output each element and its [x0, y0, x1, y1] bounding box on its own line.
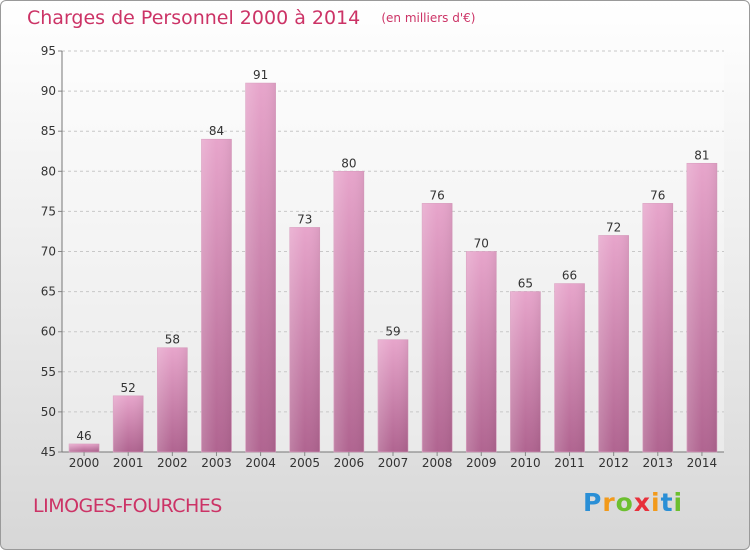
- logo-letter: i: [651, 488, 661, 517]
- bar-sheen: [378, 339, 408, 452]
- bar-sheen: [510, 291, 541, 452]
- bar-sheen: [422, 203, 453, 452]
- bar-sheen: [289, 227, 320, 452]
- x-tick-label: 2009: [466, 456, 497, 470]
- commune-name: LIMOGES-FOURCHES: [33, 495, 222, 517]
- x-tick-label: 2012: [598, 456, 629, 470]
- bar-value-label: 58: [165, 333, 180, 347]
- logo-letter: t: [660, 488, 674, 517]
- x-tick-label: 2014: [687, 456, 718, 470]
- bar-sheen: [598, 235, 629, 452]
- logo-letter: r: [602, 488, 616, 517]
- y-tick-label: 85: [41, 124, 56, 138]
- x-tick-label: 2002: [157, 456, 188, 470]
- bar-value-label: 80: [341, 156, 356, 170]
- bar-sheen: [245, 83, 276, 452]
- bar-value-label: 70: [474, 237, 489, 251]
- unit-note: (en milliers d'€): [381, 11, 476, 25]
- y-tick-label: 55: [41, 365, 56, 379]
- y-tick-label: 45: [41, 445, 56, 459]
- bar-sheen: [686, 163, 717, 452]
- x-tick-label: 2011: [554, 456, 585, 470]
- chart-title: Charges de Personnel 2000 à 2014: [27, 7, 361, 29]
- y-tick-label: 90: [41, 84, 56, 98]
- logo-letter: x: [633, 488, 651, 517]
- x-tick-label: 2007: [378, 456, 409, 470]
- bar-value-label: 76: [429, 188, 444, 202]
- bar-value-label: 73: [297, 212, 312, 226]
- bar-value-label: 81: [694, 148, 709, 162]
- bar-sheen: [157, 347, 188, 452]
- x-tick-label: 2010: [510, 456, 541, 470]
- bar-value-label: 66: [562, 269, 577, 283]
- bar-sheen: [333, 171, 364, 453]
- y-tick-label: 50: [41, 405, 56, 419]
- x-tick-label: 2013: [643, 456, 674, 470]
- logo-letter: P: [583, 488, 603, 517]
- bar-sheen: [642, 203, 673, 452]
- x-tick-label: 2004: [245, 456, 276, 470]
- bar-sheen: [201, 139, 232, 452]
- x-tick-label: 2000: [69, 456, 100, 470]
- y-tick-label: 75: [41, 204, 56, 218]
- bar-sheen: [113, 395, 144, 452]
- y-tick-label: 70: [41, 245, 56, 259]
- x-tick-label: 2001: [113, 456, 144, 470]
- logo-letter: o: [615, 488, 634, 517]
- y-tick-label: 95: [41, 44, 56, 58]
- logo-letter: i: [673, 488, 684, 517]
- chart-title-row: Charges de Personnel 2000 à 2014 (en mil…: [27, 7, 475, 29]
- proxiti-logo: Proxiti: [583, 488, 683, 517]
- bar-value-label: 84: [209, 124, 224, 138]
- y-tick-label: 65: [41, 285, 56, 299]
- bar-value-label: 76: [650, 188, 665, 202]
- bar-sheen: [466, 251, 497, 452]
- bar-sheen: [69, 443, 100, 452]
- bar-value-label: 59: [385, 325, 400, 339]
- x-tick-label: 2008: [422, 456, 453, 470]
- y-tick-label: 80: [41, 164, 56, 178]
- bar-value-label: 52: [121, 381, 136, 395]
- x-tick-label: 2005: [289, 456, 320, 470]
- x-tick-label: 2006: [334, 456, 365, 470]
- bar-sheen: [554, 283, 585, 452]
- bar-value-label: 65: [518, 277, 533, 291]
- bar-value-label: 46: [76, 429, 91, 443]
- bar-value-label: 91: [253, 68, 268, 82]
- bar-value-label: 72: [606, 220, 621, 234]
- x-tick-label: 2003: [201, 456, 232, 470]
- y-tick-label: 60: [41, 325, 56, 339]
